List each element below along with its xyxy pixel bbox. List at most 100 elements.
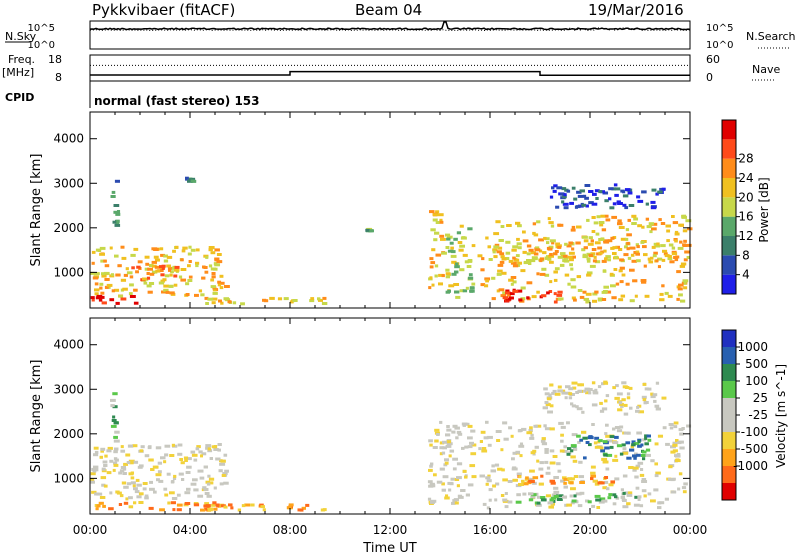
echo-cell xyxy=(512,478,518,482)
echo-cell xyxy=(595,232,600,236)
echo-cell xyxy=(260,505,266,509)
y-tick-label: 2000 xyxy=(53,427,84,441)
echo-cell xyxy=(130,471,135,475)
echo-cell xyxy=(106,471,112,475)
echo-cell xyxy=(533,252,539,256)
echo-cell xyxy=(661,258,666,262)
echo-cell xyxy=(633,217,639,221)
echo-cell xyxy=(93,446,99,450)
echo-cell xyxy=(589,264,596,268)
echo-cell xyxy=(111,419,117,422)
echo-cell xyxy=(470,452,477,456)
echo-cell xyxy=(454,501,459,505)
echo-cell xyxy=(485,482,489,486)
echo-cell xyxy=(634,452,638,456)
echo-cell xyxy=(612,493,617,497)
echo-cell xyxy=(137,260,143,264)
echo-cell xyxy=(114,223,121,227)
echo-cell xyxy=(504,505,509,509)
echo-cell xyxy=(587,388,591,392)
echo-cell xyxy=(207,297,214,301)
echo-cell xyxy=(166,472,171,476)
echo-cell xyxy=(126,461,131,464)
echo-cell xyxy=(528,477,535,481)
echo-cell xyxy=(601,407,608,411)
echo-cell xyxy=(504,257,510,260)
echo-cell xyxy=(570,487,576,491)
echo-cell xyxy=(459,268,465,272)
echo-cell xyxy=(128,505,134,509)
echo-cell xyxy=(628,204,635,207)
echo-cell xyxy=(439,234,445,238)
echo-cell xyxy=(674,230,679,234)
echo-cell xyxy=(664,497,669,501)
echo-cell xyxy=(553,184,558,188)
echo-cell xyxy=(499,260,505,264)
echo-cell xyxy=(497,246,503,250)
echo-cell xyxy=(536,220,541,224)
echo-cell xyxy=(212,501,217,505)
echo-cell xyxy=(599,409,605,413)
echo-cell xyxy=(120,278,127,282)
echo-cell xyxy=(93,453,99,457)
colorbar-swatch xyxy=(722,158,736,178)
echo-cell xyxy=(627,256,632,260)
echo-cell xyxy=(517,429,522,433)
echo-cell xyxy=(219,286,224,290)
echo-cell xyxy=(262,508,266,512)
echo-cell xyxy=(125,497,129,501)
echo-cell xyxy=(167,266,172,270)
nave-tick-0: 0 xyxy=(706,71,713,84)
echo-cell xyxy=(670,450,676,454)
echo-cell xyxy=(507,480,513,483)
echo-cell xyxy=(576,190,582,194)
echo-cell xyxy=(516,472,522,476)
echo-cell xyxy=(636,453,641,457)
echo-cell xyxy=(292,299,298,302)
echo-cell xyxy=(603,290,608,293)
echo-cell xyxy=(559,449,565,453)
echo-cell xyxy=(596,215,601,219)
noise-left-tick-top: 10^5 xyxy=(28,23,55,34)
echo-cell xyxy=(560,425,566,429)
echo-cell xyxy=(112,392,118,396)
echo-cell xyxy=(571,247,575,251)
echo-cell xyxy=(532,231,536,235)
echo-cell xyxy=(682,229,688,233)
echo-cell xyxy=(542,406,548,410)
echo-cell xyxy=(190,248,196,252)
echo-cell xyxy=(487,474,491,478)
echo-cell xyxy=(677,246,684,250)
echo-cell xyxy=(159,247,164,251)
echo-cell xyxy=(530,495,536,499)
echo-cell xyxy=(521,427,527,431)
echo-cell xyxy=(435,253,442,257)
echo-cell xyxy=(436,480,443,484)
echo-cell xyxy=(543,424,547,428)
echo-cell xyxy=(598,221,605,224)
cpid-value: normal (fast stereo) 153 xyxy=(94,94,260,108)
echo-cell xyxy=(155,446,162,450)
echo-cell xyxy=(557,385,562,389)
echo-cell xyxy=(453,237,458,241)
echo-cell xyxy=(635,409,640,413)
echo-cell xyxy=(498,239,504,242)
echo-cell xyxy=(459,289,464,293)
echo-cell xyxy=(629,406,633,410)
echo-cell xyxy=(592,259,597,263)
echo-cell xyxy=(516,242,522,246)
echo-cell xyxy=(678,223,684,227)
echo-cell xyxy=(98,501,104,505)
echo-cell xyxy=(484,277,491,281)
echo-cell xyxy=(558,297,564,301)
echo-cell xyxy=(572,386,577,390)
echo-cell xyxy=(538,482,544,486)
echo-cell xyxy=(170,270,174,274)
echo-cell xyxy=(453,283,460,286)
echo-cell xyxy=(575,391,579,394)
echo-cell xyxy=(468,273,473,277)
echo-cell xyxy=(564,273,570,277)
y-tick-label: 4000 xyxy=(53,338,84,352)
echo-cell xyxy=(666,239,670,243)
echo-cell xyxy=(557,469,562,473)
